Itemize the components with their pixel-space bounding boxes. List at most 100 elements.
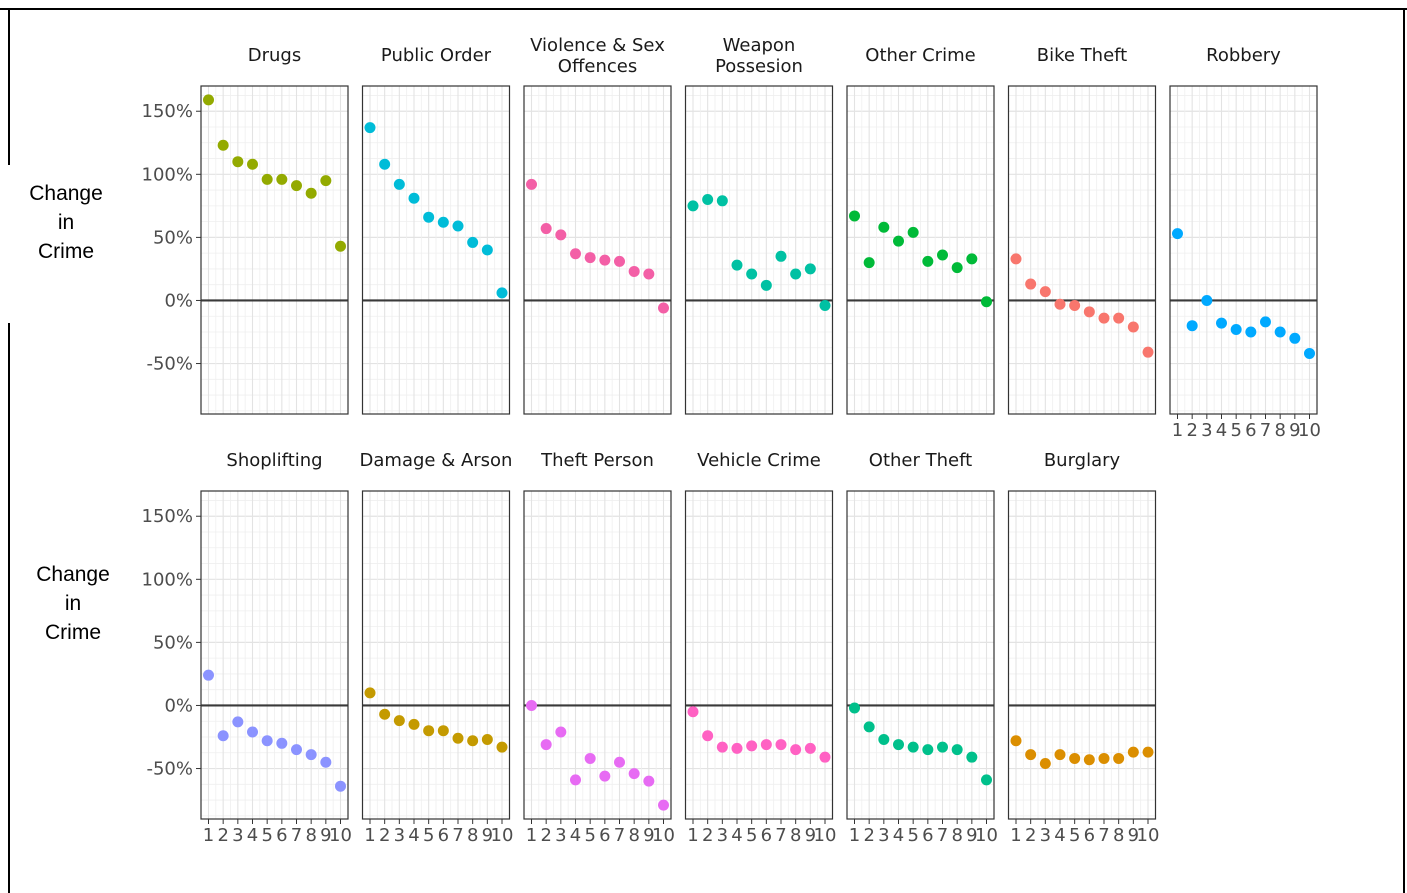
data-point	[1098, 312, 1110, 324]
data-point	[922, 255, 934, 267]
panel: Violence & Sex Offences	[523, 35, 672, 415]
data-point	[423, 211, 435, 223]
data-point	[643, 775, 655, 787]
data-point	[819, 300, 831, 312]
x-tick-label: 6	[1245, 420, 1256, 441]
data-point	[1113, 752, 1125, 764]
data-point	[452, 732, 464, 744]
x-tick-label: 7	[1098, 825, 1109, 846]
panel-border	[361, 85, 511, 415]
x-tick-label: 9	[320, 825, 331, 846]
data-point	[247, 726, 258, 738]
y-tick-label: -50%	[146, 354, 193, 375]
panel-title: Drugs	[248, 45, 301, 66]
panels: Drugs Public Order Violence & Sex Offences W…	[200, 35, 1321, 846]
y-tick-label: -50%	[146, 759, 193, 780]
data-point	[1245, 326, 1257, 338]
x-tick-label: 10	[652, 825, 675, 846]
panel-border	[523, 490, 672, 820]
data-point	[804, 263, 816, 275]
data-point	[203, 94, 214, 106]
x-tick-label: 5	[584, 825, 595, 846]
data-point	[716, 195, 728, 207]
x-tick-label: 8	[1113, 825, 1124, 846]
data-point	[1025, 278, 1037, 290]
x-tick-label: 3	[394, 825, 405, 846]
data-point	[261, 173, 273, 185]
x-tick-label: 4	[570, 825, 581, 846]
x-tick-label: 7	[775, 825, 786, 846]
x-tick-label: 1	[364, 825, 375, 846]
x-tick-label: 10	[1298, 420, 1321, 441]
data-point	[981, 296, 992, 308]
data-point	[1260, 316, 1271, 328]
data-point	[1039, 286, 1051, 298]
panel: Bike Theft	[1007, 45, 1157, 415]
x-tick-label: 10	[1137, 825, 1160, 846]
data-point	[658, 302, 669, 314]
x-tick-label: 2	[379, 825, 390, 846]
data-point	[423, 725, 435, 737]
panel: Public Order	[361, 45, 511, 415]
y-tick-label: 50%	[153, 632, 193, 653]
data-point	[907, 741, 919, 753]
panel-title-line: Violence & Sex	[530, 35, 665, 56]
data-point	[1113, 312, 1125, 324]
data-point	[467, 735, 479, 747]
x-tick-label: 4	[1216, 420, 1227, 441]
y-axis-title-word: Crime	[38, 240, 94, 263]
data-point	[261, 735, 273, 747]
data-point	[893, 739, 904, 751]
data-point	[584, 252, 596, 264]
panel-border	[846, 490, 995, 820]
x-tick-label: 1	[1010, 825, 1021, 846]
x-tick-label: 4	[893, 825, 904, 846]
panel: Damage & Arson 1 2 3 4 5 6 7 8 910	[360, 450, 514, 846]
x-tick-label: 9	[1289, 420, 1300, 441]
data-point	[628, 768, 640, 780]
x-tick-label: 5	[907, 825, 918, 846]
x-tick-label: 10	[491, 825, 514, 846]
data-point	[305, 187, 317, 199]
data-point	[408, 718, 420, 730]
panel-title: Other Theft	[869, 450, 972, 471]
x-tick-label: 1	[1172, 420, 1183, 441]
panel: Other Crime	[846, 45, 995, 415]
data-point	[878, 221, 890, 233]
x-tick-label: 2	[217, 825, 228, 846]
data-point	[247, 158, 258, 170]
data-point	[804, 742, 816, 754]
data-point	[849, 210, 860, 222]
panel: Drugs	[200, 45, 349, 415]
data-point	[922, 744, 934, 756]
data-point	[1083, 754, 1095, 766]
y-tick-label: 150%	[142, 101, 193, 122]
data-point	[1172, 228, 1183, 240]
data-point	[716, 741, 728, 753]
panel-border	[200, 490, 349, 820]
x-tick-label: 4	[731, 825, 742, 846]
x-tick-label: 7	[452, 825, 463, 846]
data-point	[1039, 757, 1051, 769]
data-point	[496, 741, 508, 753]
panel: Burglary 1 2 3 4 5 6 7 8 910	[1007, 450, 1160, 846]
data-point	[305, 749, 317, 761]
x-tick-label: 8	[467, 825, 478, 846]
x-tick-label: 4	[247, 825, 258, 846]
panel-title: Other Crime	[865, 45, 975, 66]
panel-title: Vehicle Crime	[697, 450, 821, 471]
data-point	[599, 770, 611, 782]
panel-border	[1007, 490, 1157, 820]
data-point	[570, 248, 581, 260]
data-point	[1054, 749, 1066, 761]
panel-border	[361, 490, 511, 820]
data-point	[746, 740, 758, 752]
x-tick-label: 8	[790, 825, 801, 846]
data-point	[496, 287, 508, 299]
data-point	[584, 752, 596, 764]
data-point	[452, 220, 464, 232]
data-point	[1304, 347, 1315, 359]
data-point	[379, 708, 391, 720]
data-point	[467, 236, 479, 248]
